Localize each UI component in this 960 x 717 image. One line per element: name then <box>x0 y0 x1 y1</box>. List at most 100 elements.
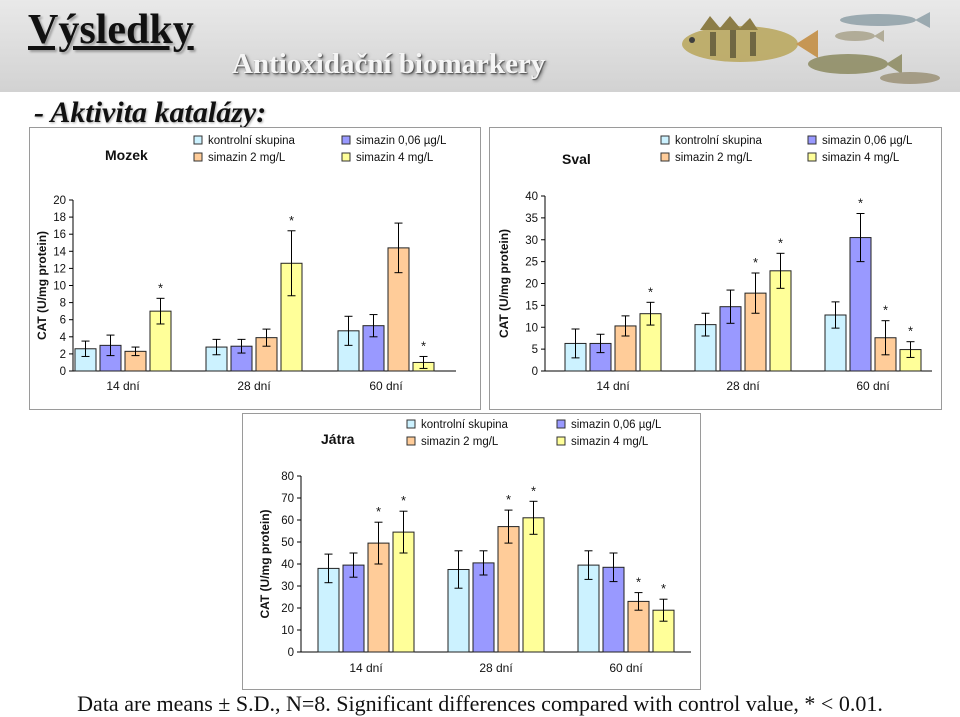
significance-star: * <box>531 483 536 498</box>
legend-label: simazin 2 mg/L <box>421 436 499 448</box>
chart-panel-jatra: Játra kontrolní skupina simazin 0,06 µg/L s… <box>242 413 701 690</box>
page-subtitle: Antioxidační biomarkery <box>232 48 546 80</box>
section-heading: - Aktivita katalázy: <box>34 96 267 129</box>
y-tick-label: 0 <box>288 647 294 659</box>
y-tick-label: 25 <box>525 257 538 269</box>
y-axis-label: CAT (U/mg protein) <box>35 231 49 340</box>
x-category-label: 28 dní <box>479 661 513 675</box>
x-category-label: 60 dní <box>856 379 890 393</box>
y-tick-label: 15 <box>525 300 538 312</box>
fish-illustration <box>682 12 940 84</box>
y-tick-label: 30 <box>281 581 294 593</box>
legend-swatch <box>193 152 203 162</box>
bar <box>522 517 545 653</box>
legend-label: simazin 0,06 µg/L <box>822 135 913 147</box>
y-tick-label: 4 <box>60 332 67 344</box>
chart-title: Sval <box>562 151 591 167</box>
chart-2: Játra kontrolní skupina simazin 0,06 µg/L s… <box>258 419 691 675</box>
x-category-label: 14 dní <box>349 661 383 675</box>
y-tick-label: 18 <box>53 212 66 224</box>
y-tick-label: 30 <box>525 235 538 247</box>
y-axis-label: CAT (U/mg protein) <box>497 229 511 338</box>
y-tick-label: 2 <box>60 349 66 361</box>
significance-star: * <box>858 196 863 211</box>
y-tick-label: 20 <box>525 279 538 291</box>
significance-star: * <box>648 284 653 299</box>
significance-star: * <box>289 213 294 228</box>
y-tick-label: 20 <box>281 603 294 615</box>
significance-star: * <box>753 255 758 270</box>
significance-star: * <box>883 303 888 318</box>
y-tick-label: 8 <box>60 298 66 310</box>
page-title: Výsledky <box>28 7 194 53</box>
bar <box>497 526 520 653</box>
significance-star: * <box>506 492 511 507</box>
legend-swatch <box>341 152 351 162</box>
y-tick-label: 70 <box>281 493 294 505</box>
bar <box>342 564 365 653</box>
legend-label: simazin 0,06 µg/L <box>571 419 662 431</box>
y-tick-label: 40 <box>525 191 538 203</box>
x-category-label: 60 dní <box>609 661 643 675</box>
y-tick-label: 80 <box>281 471 294 483</box>
x-category-label: 60 dní <box>369 379 403 393</box>
legend-label: simazin 4 mg/L <box>822 152 900 164</box>
x-category-label: 28 dní <box>237 379 271 393</box>
legend-label: simazin 2 mg/L <box>675 152 753 164</box>
y-tick-label: 35 <box>525 213 538 225</box>
chart-title: Játra <box>321 431 355 447</box>
y-tick-label: 0 <box>532 366 538 378</box>
y-tick-label: 5 <box>532 344 538 356</box>
y-tick-label: 10 <box>525 322 538 334</box>
legend-swatch <box>406 436 416 446</box>
footnote: Data are means ± S.D., N=8. Significant … <box>77 691 883 716</box>
x-category-label: 14 dní <box>106 379 140 393</box>
legend-label: simazin 4 mg/L <box>571 436 649 448</box>
y-tick-label: 20 <box>53 195 66 207</box>
y-tick-label: 60 <box>281 515 294 527</box>
legend-label: simazin 0,06 µg/L <box>356 135 447 147</box>
y-tick-label: 40 <box>281 559 294 571</box>
y-tick-label: 14 <box>53 246 66 258</box>
y-tick-label: 10 <box>281 625 294 637</box>
significance-star: * <box>376 504 381 519</box>
chart-1: Sval kontrolní skupina simazin 0,06 µg/L si… <box>497 135 932 393</box>
legend-swatch <box>807 152 817 162</box>
y-tick-label: 16 <box>53 229 66 241</box>
y-axis-label: CAT (U/mg protein) <box>258 509 272 618</box>
legend-swatch <box>660 135 670 145</box>
y-tick-label: 0 <box>60 366 66 378</box>
x-category-label: 14 dní <box>596 379 630 393</box>
legend-swatch <box>193 135 203 145</box>
chart-mozek: Mozek kontrolní skupina simazin 0,06 µg/L s… <box>35 135 456 393</box>
chart-0: Mozek kontrolní skupina simazin 0,06 µg/L s… <box>35 135 456 393</box>
bar <box>472 562 495 653</box>
legend-label: kontrolní skupina <box>675 135 763 147</box>
legend-swatch <box>807 135 817 145</box>
significance-star: * <box>908 324 913 339</box>
significance-star: * <box>158 280 163 295</box>
chart-sval: Sval kontrolní skupina simazin 0,06 µg/L si… <box>497 135 932 393</box>
y-tick-label: 10 <box>53 281 66 293</box>
significance-star: * <box>661 581 666 596</box>
legend-label: kontrolní skupina <box>421 419 509 431</box>
legend-label: simazin 2 mg/L <box>208 152 286 164</box>
legend-label: kontrolní skupina <box>208 135 296 147</box>
legend-label: simazin 4 mg/L <box>356 152 434 164</box>
chart-jatra: Játra kontrolní skupina simazin 0,06 µg/L s… <box>258 419 691 675</box>
significance-star: * <box>636 575 641 590</box>
legend-swatch <box>556 436 566 446</box>
legend-swatch <box>556 419 566 429</box>
y-tick-label: 50 <box>281 537 294 549</box>
legend-swatch <box>406 419 416 429</box>
chart-panel-mozek: Mozek kontrolní skupina simazin 0,06 µg/L s… <box>29 127 481 410</box>
chart-panel-sval: Sval kontrolní skupina simazin 0,06 µg/L si… <box>489 127 942 410</box>
significance-star: * <box>421 338 426 353</box>
y-tick-label: 6 <box>60 315 66 327</box>
significance-star: * <box>778 235 783 250</box>
chart-title: Mozek <box>105 147 148 163</box>
significance-star: * <box>401 493 406 508</box>
legend-swatch <box>341 135 351 145</box>
y-tick-label: 12 <box>53 263 66 275</box>
legend-swatch <box>660 152 670 162</box>
